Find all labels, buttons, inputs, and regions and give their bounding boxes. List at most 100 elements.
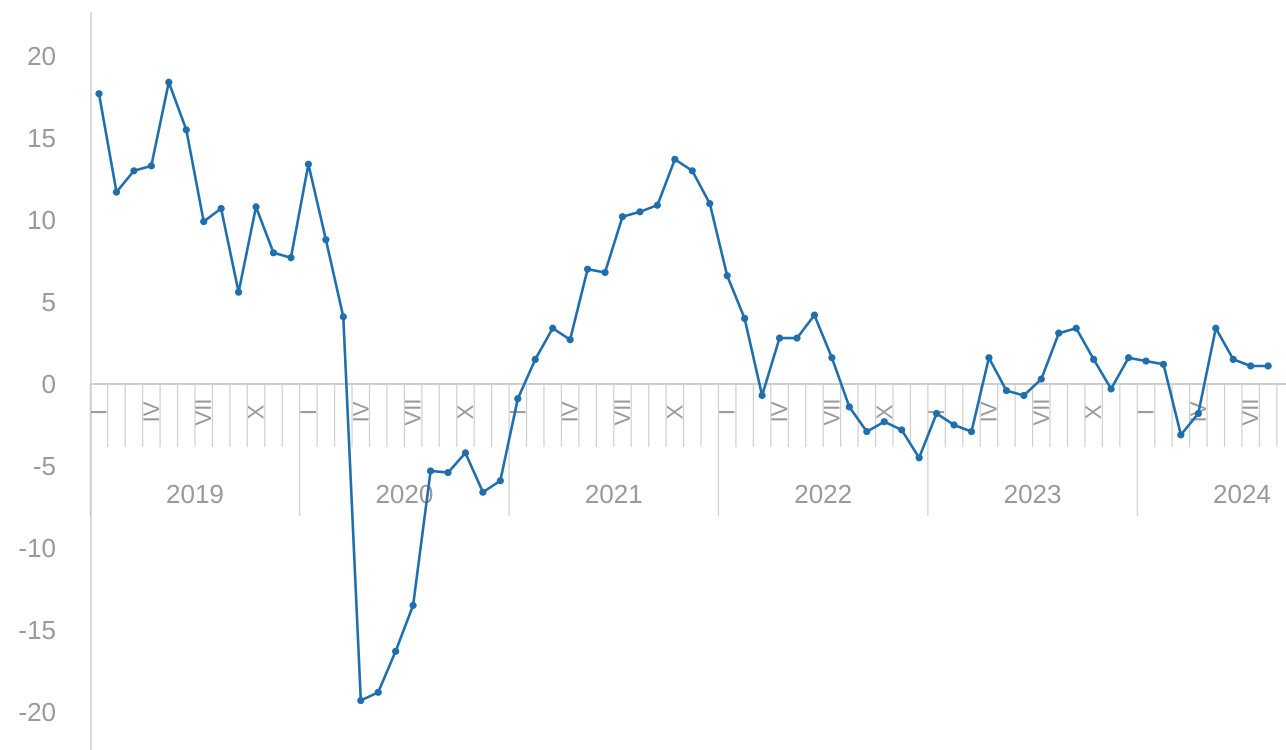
- month-tick-label: X: [1081, 404, 1106, 419]
- data-point: [741, 314, 749, 322]
- y-tick-label: -15: [18, 615, 56, 645]
- month-tick-label: X: [453, 404, 478, 419]
- data-point: [1212, 324, 1220, 332]
- data-point: [217, 204, 225, 213]
- data-point: [1177, 431, 1185, 439]
- data-point: [653, 201, 662, 209]
- data-point: [845, 403, 853, 411]
- month-tick-label: X: [244, 404, 269, 419]
- data-point: [235, 288, 243, 296]
- data-point: [479, 488, 487, 496]
- data-point: [304, 160, 312, 168]
- data-point: [758, 391, 766, 400]
- data-point: [95, 90, 103, 98]
- data-point: [775, 334, 784, 342]
- data-point: [863, 427, 871, 436]
- month-tick-label: I: [715, 409, 740, 415]
- data-point: [618, 213, 627, 221]
- data-point: [967, 427, 976, 436]
- data-point: [322, 236, 330, 244]
- month-tick-label: VII: [1029, 399, 1054, 426]
- data-point: [531, 355, 539, 363]
- data-point: [880, 418, 888, 426]
- data-point: [1142, 357, 1150, 365]
- data-point: [1037, 375, 1045, 383]
- data-point: [269, 249, 278, 257]
- data-point: [1020, 391, 1028, 400]
- data-point: [112, 188, 121, 196]
- data-point: [706, 200, 714, 208]
- data-point: [165, 78, 173, 86]
- data-point: [252, 203, 260, 211]
- month-tick-label: IV: [976, 401, 1001, 422]
- data-point: [1247, 362, 1255, 370]
- data-point: [671, 155, 679, 163]
- data-point: [636, 208, 644, 216]
- data-point: [828, 354, 836, 362]
- month-tick-label: VII: [610, 399, 635, 426]
- data-point: [985, 354, 993, 362]
- year-label: 2021: [585, 479, 643, 509]
- y-tick-label: -10: [18, 533, 56, 563]
- year-label: 2019: [166, 479, 224, 509]
- data-point: [1055, 329, 1063, 337]
- data-point: [200, 218, 208, 226]
- data-point: [601, 268, 609, 277]
- data-point: [549, 324, 557, 332]
- data-point: [130, 167, 138, 175]
- data-point: [933, 409, 941, 418]
- data-point: [566, 336, 574, 344]
- month-tick-label: X: [872, 404, 897, 419]
- data-point: [461, 449, 470, 457]
- month-tick-label: X: [662, 404, 687, 419]
- y-tick-label: 0: [42, 369, 56, 399]
- month-tick-label: I: [87, 409, 112, 415]
- y-tick-label: 15: [27, 123, 56, 153]
- data-point: [374, 688, 382, 696]
- data-point: [584, 265, 592, 273]
- month-tick-label: I: [1134, 409, 1159, 415]
- data-point: [392, 647, 400, 655]
- data-point: [426, 467, 435, 475]
- data-point: [1090, 355, 1098, 363]
- y-tick-label: -5: [33, 451, 56, 481]
- data-point: [915, 454, 923, 462]
- month-tick-label: VII: [191, 399, 216, 426]
- data-point: [898, 426, 906, 434]
- data-point: [810, 311, 819, 319]
- y-tick-label: 5: [42, 287, 56, 317]
- data-point: [496, 477, 504, 485]
- data-point: [1194, 409, 1202, 418]
- data-point: [1072, 324, 1080, 332]
- data-point: [1002, 386, 1011, 395]
- data-point: [950, 421, 958, 429]
- data-point: [339, 313, 347, 321]
- month-tick-label: VII: [401, 399, 426, 426]
- data-point: [514, 395, 522, 403]
- year-label: 2022: [794, 479, 852, 509]
- data-point: [287, 254, 295, 262]
- month-tick-label: IV: [348, 401, 373, 422]
- year-label: 2023: [1004, 479, 1062, 509]
- data-point: [147, 162, 155, 170]
- month-tick-label: IV: [767, 401, 792, 422]
- month-tick-label: I: [296, 409, 321, 415]
- data-point: [723, 272, 731, 280]
- y-tick-label: -20: [18, 697, 56, 727]
- month-tick-label: I: [505, 409, 530, 415]
- y-tick-label: 10: [27, 205, 56, 235]
- data-point: [444, 468, 452, 477]
- data-point: [793, 334, 801, 342]
- year-label: 2020: [375, 479, 433, 509]
- data-point: [1124, 354, 1133, 362]
- data-point: [1264, 362, 1272, 370]
- data-point: [1107, 385, 1115, 393]
- month-tick-label: VII: [819, 399, 844, 426]
- data-point: [1159, 360, 1168, 368]
- data-point: [357, 696, 365, 705]
- month-tick-label: IV: [139, 401, 164, 422]
- y-tick-label: 20: [27, 41, 56, 71]
- data-point: [1229, 355, 1237, 363]
